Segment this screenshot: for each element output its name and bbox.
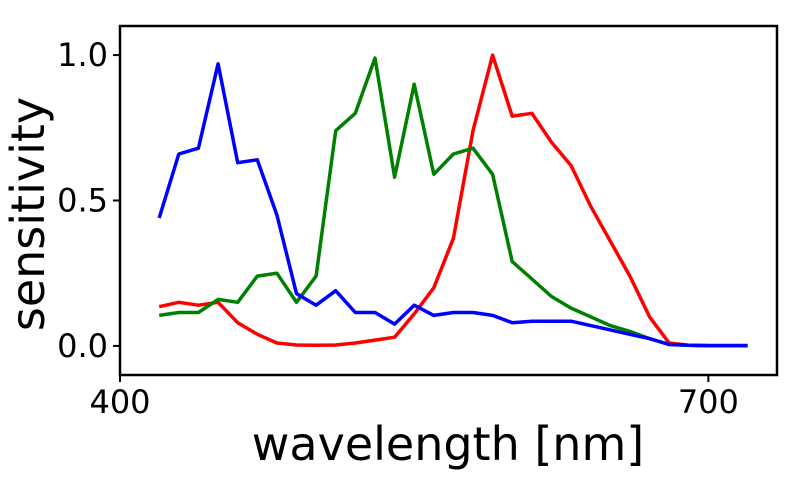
series-layer (157, 53, 748, 348)
series-line-3 (157, 62, 748, 348)
y-tick-label: 0.0 (57, 327, 108, 365)
y-axis-label: sensitivity (1, 97, 55, 331)
series-line-2 (158, 56, 748, 348)
x-tick-label: 400 (89, 383, 150, 421)
y-tick-label: 0.5 (57, 182, 108, 220)
y-tick-label: 1.0 (57, 36, 108, 74)
x-axis-ticks: 400 700 (89, 375, 739, 421)
series-line-1 (158, 53, 748, 348)
x-tick-label: 700 (678, 383, 739, 421)
x-axis-label: wavelength [nm] (252, 417, 644, 471)
plot-frame (118, 24, 779, 377)
y-axis-ticks: 0.0 0.5 1.0 (57, 36, 120, 365)
